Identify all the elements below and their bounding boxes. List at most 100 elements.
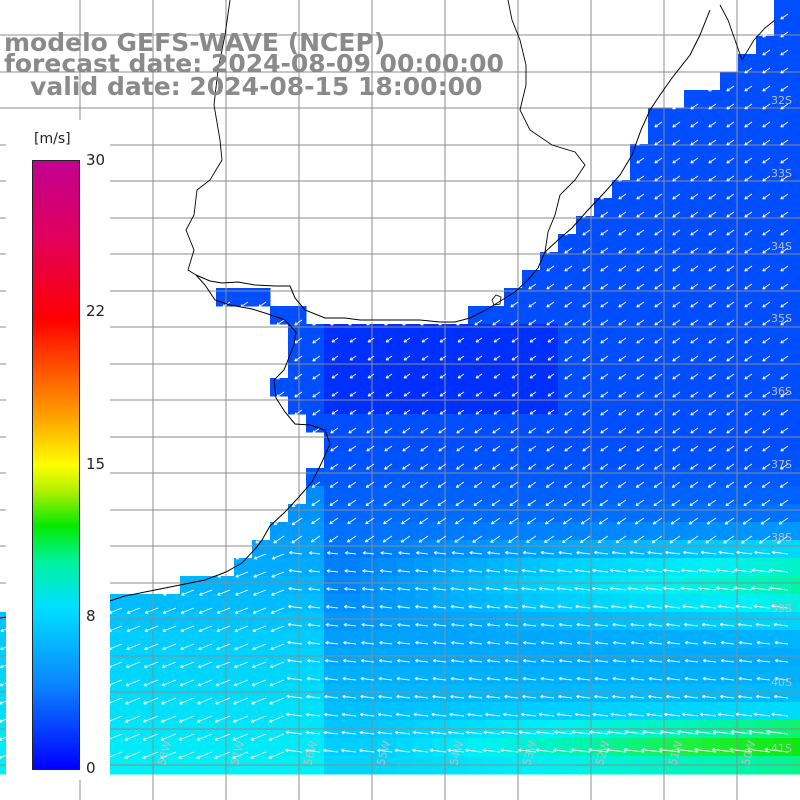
wind-arrow [437, 481, 447, 488]
wind-arrow [324, 676, 339, 681]
wind-speed-cell [612, 738, 631, 757]
wind-arrow [708, 247, 717, 254]
wind-arrow [469, 622, 483, 627]
wind-speed-cell [396, 702, 415, 721]
wind-arrow [270, 643, 285, 651]
wind-speed-cell [576, 252, 595, 271]
wind-speed-cell [666, 270, 685, 289]
wind-arrow [382, 535, 393, 543]
wind-arrow [216, 625, 231, 633]
wind-speed-cell [702, 378, 721, 397]
wind-speed-cell [558, 684, 577, 703]
wind-arrow [688, 517, 699, 525]
wind-arrow [125, 679, 141, 687]
wind-arrow [451, 622, 465, 627]
wind-arrow [708, 445, 717, 452]
wind-arrow [233, 679, 249, 687]
wind-speed-cell [288, 684, 307, 703]
wind-arrow [726, 283, 735, 290]
wind-speed-cell [396, 630, 415, 649]
wind-arrow [222, 301, 231, 308]
wind-arrow [636, 337, 645, 344]
wind-speed-cell [558, 414, 577, 433]
lagoon-north-shoreline [719, 4, 776, 62]
wind-vector-arrows [0, 13, 789, 759]
wind-speed-cell [360, 522, 379, 541]
wind-arrow [672, 301, 681, 308]
wind-arrow [178, 715, 195, 723]
wind-speed-cell [324, 594, 343, 613]
wind-arrow [503, 712, 519, 717]
wind-arrow [331, 373, 339, 379]
wind-speed-cell [666, 450, 685, 469]
wind-speed-cell [396, 432, 415, 451]
wind-arrow [556, 712, 573, 717]
latitude-label: 40S [771, 676, 792, 689]
wind-arrow [197, 661, 213, 669]
wind-arrow [251, 679, 267, 687]
wind-arrow [762, 157, 771, 164]
wind-speed-cell [630, 684, 649, 703]
wind-speed-cell [792, 108, 800, 127]
wind-arrow [269, 697, 285, 705]
wind-speed-cell [486, 504, 505, 523]
estuary-islet [491, 294, 502, 306]
wind-arrow [214, 715, 231, 723]
wind-arrow [636, 409, 645, 416]
wind-arrow [609, 568, 627, 573]
wind-speed-cell [522, 702, 541, 721]
wind-arrow [771, 550, 789, 555]
wind-arrow [738, 676, 753, 681]
wind-arrow [400, 535, 411, 543]
wind-speed-cell [504, 666, 523, 685]
wind-speed-cell [360, 594, 379, 613]
wind-arrow [402, 427, 411, 434]
longitude-label: 58W [155, 739, 174, 767]
wind-arrow [419, 499, 429, 506]
wind-arrow [483, 730, 501, 735]
wind-arrow [564, 427, 573, 434]
wind-arrow [654, 265, 663, 272]
wind-arrow [717, 712, 735, 717]
wind-arrow [469, 640, 483, 645]
wind-speed-cell [576, 504, 595, 523]
wind-arrow [646, 604, 663, 609]
wind-arrow [777, 535, 789, 544]
wind-arrow [780, 175, 789, 182]
wind-arrow [143, 679, 159, 687]
wind-arrow [762, 31, 771, 38]
wind-speed-cell [288, 378, 307, 397]
wind-speed-cell [666, 504, 685, 523]
wind-arrow [250, 733, 267, 741]
wind-speed-cell [684, 216, 703, 235]
wind-arrow [669, 535, 681, 544]
wind-arrow [780, 409, 789, 416]
wind-speed-cell [540, 648, 559, 667]
wind-arrow [600, 283, 609, 290]
wind-arrow [707, 499, 717, 507]
wind-arrow [708, 391, 717, 398]
wind-speed-cell [594, 396, 613, 415]
wind-speed-cell [738, 216, 757, 235]
wind-arrow [547, 391, 555, 397]
wind-arrow [395, 730, 411, 735]
wind-arrow [726, 85, 735, 92]
wind-arrow [606, 748, 627, 753]
wind-arrow [291, 517, 303, 526]
wind-speed-cell [270, 378, 289, 397]
wind-arrow [702, 658, 717, 663]
wind-arrow [415, 622, 429, 627]
wind-arrow [271, 571, 285, 578]
wind-speed-cell [360, 684, 379, 703]
wind-speed-cell [774, 270, 793, 289]
wind-arrow [160, 733, 177, 741]
wind-speed-cell [720, 306, 739, 325]
wind-arrow [636, 355, 645, 362]
wind-arrow [771, 712, 789, 717]
wind-speed-cell [378, 630, 397, 649]
wind-speed-cell [756, 36, 775, 55]
wind-arrow [558, 658, 573, 663]
wind-arrow [437, 499, 447, 506]
latitude-label: 36S [771, 385, 792, 398]
wind-speed-cell [630, 666, 649, 685]
